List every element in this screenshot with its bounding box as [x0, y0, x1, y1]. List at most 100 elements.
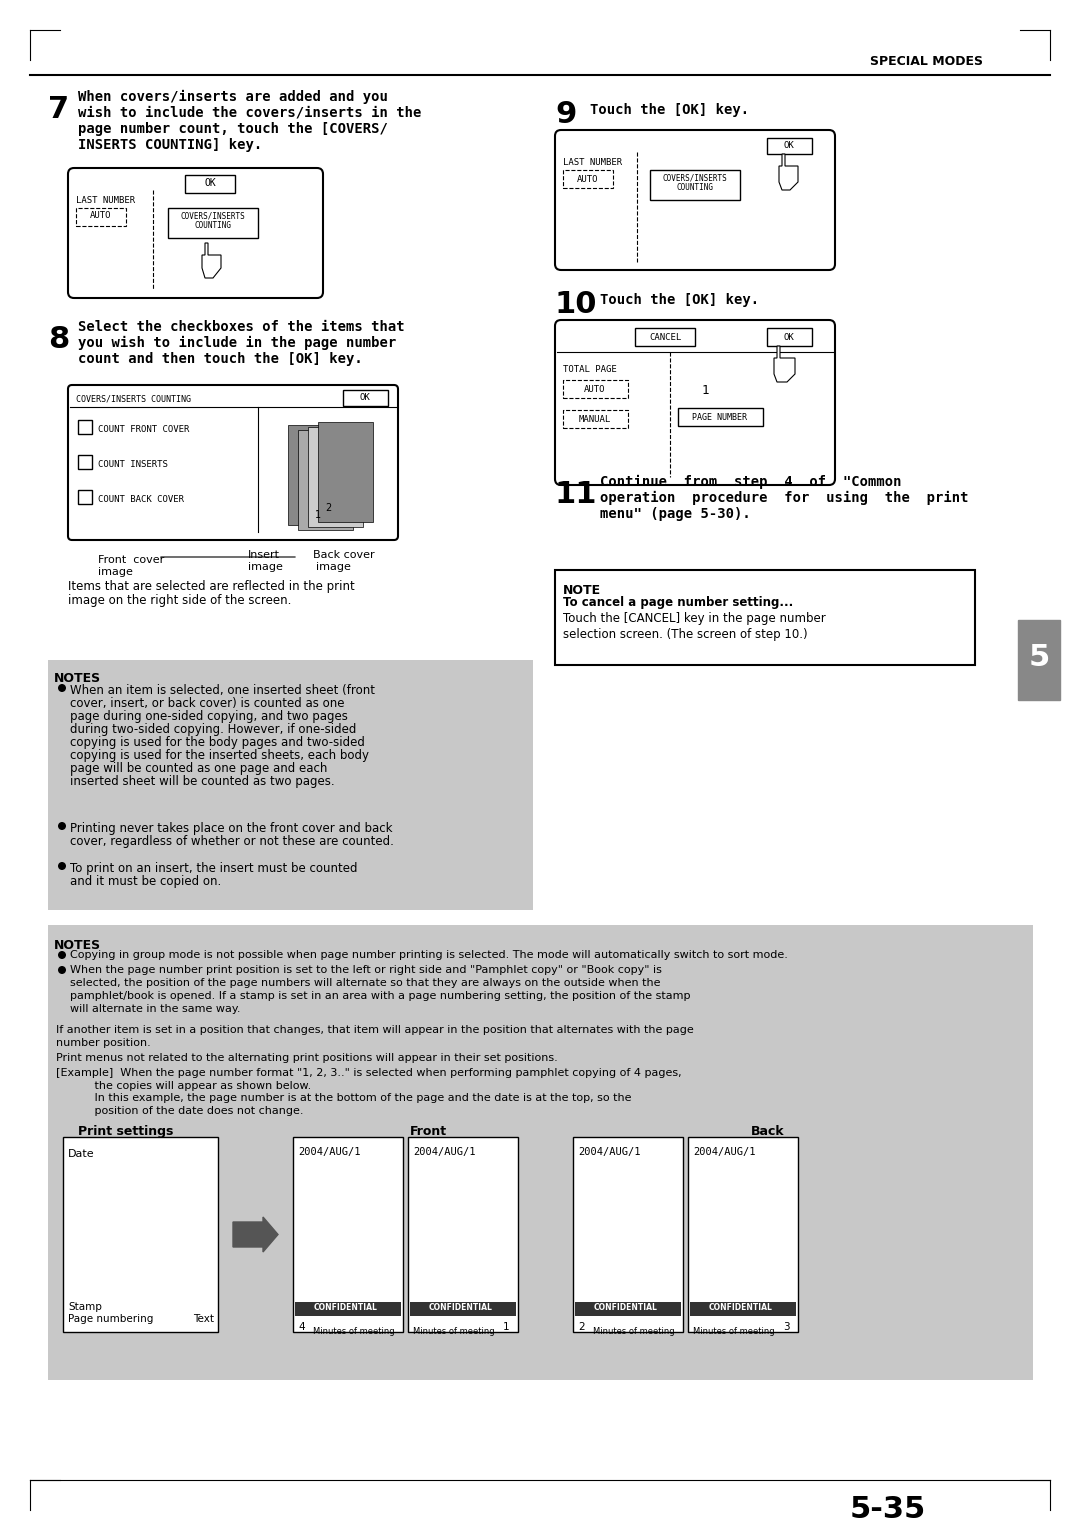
- Circle shape: [58, 862, 66, 870]
- Bar: [563, 170, 613, 189]
- Text: Select the checkboxes of the items that: Select the checkboxes of the items that: [78, 319, 405, 335]
- Text: page number count, touch the [COVERS/: page number count, touch the [COVERS/: [78, 122, 388, 135]
- Text: OK: OK: [784, 141, 795, 151]
- Text: during two-sided copying. However, if one-sided: during two-sided copying. However, if on…: [70, 722, 356, 736]
- Text: Stamp: Stamp: [68, 1302, 102, 1313]
- FancyBboxPatch shape: [555, 129, 835, 271]
- Text: OK: OK: [784, 333, 795, 342]
- Polygon shape: [202, 243, 221, 278]
- Text: CONFIDENTIAL: CONFIDENTIAL: [710, 1303, 773, 1313]
- Circle shape: [58, 684, 66, 692]
- Text: SPECIAL MODES: SPECIAL MODES: [870, 55, 983, 68]
- Text: 11: 11: [555, 481, 597, 510]
- Text: 4: 4: [298, 1322, 305, 1332]
- Text: COUNT FRONT COVER: COUNT FRONT COVER: [98, 424, 189, 433]
- Bar: [563, 380, 627, 399]
- Circle shape: [58, 821, 66, 830]
- Text: COUNTING: COUNTING: [676, 184, 714, 193]
- Bar: [555, 570, 975, 665]
- Text: COUNTING: COUNTING: [194, 222, 231, 231]
- Text: [Example]  When the page number format "1, 2, 3.." is selected when performing p: [Example] When the page number format "1…: [56, 1068, 681, 1078]
- Text: pamphlet/book is opened. If a stamp is set in an area with a page numbering sett: pamphlet/book is opened. If a stamp is s…: [70, 992, 690, 1001]
- FancyBboxPatch shape: [555, 319, 835, 485]
- Text: count and then touch the [OK] key.: count and then touch the [OK] key.: [78, 351, 363, 367]
- FancyArrow shape: [233, 1217, 278, 1252]
- FancyBboxPatch shape: [68, 385, 399, 540]
- Text: COVERS/INSERTS COUNTING: COVERS/INSERTS COUNTING: [76, 395, 191, 405]
- Text: inserted sheet will be counted as two pages.: inserted sheet will be counted as two pa…: [70, 776, 335, 788]
- Text: operation  procedure  for  using  the  print: operation procedure for using the print: [600, 491, 969, 505]
- Text: copying is used for the body pages and two-sided: copying is used for the body pages and t…: [70, 736, 365, 748]
- Bar: [690, 1302, 796, 1316]
- Text: LAST NUMBER: LAST NUMBER: [76, 196, 135, 205]
- Text: will alternate in the same way.: will alternate in the same way.: [70, 1004, 241, 1015]
- Bar: [168, 208, 258, 237]
- Text: image: image: [248, 561, 283, 572]
- Text: 8: 8: [48, 325, 69, 354]
- Text: TOTAL PAGE: TOTAL PAGE: [563, 365, 617, 374]
- Text: To print on an insert, the insert must be counted: To print on an insert, the insert must b…: [70, 862, 357, 875]
- Text: 5: 5: [1028, 643, 1050, 672]
- Bar: [298, 430, 353, 529]
- Text: 2004/AUG/1: 2004/AUG/1: [693, 1147, 756, 1157]
- Text: 2: 2: [578, 1322, 584, 1332]
- Bar: [410, 1302, 516, 1316]
- Text: To cancel a page number setting...: To cancel a page number setting...: [563, 596, 793, 608]
- Text: Minutes of meeting: Minutes of meeting: [413, 1326, 495, 1335]
- Bar: [767, 329, 812, 345]
- Text: When the page number print position is set to the left or right side and "Pamphl: When the page number print position is s…: [70, 964, 662, 975]
- Text: 2004/AUG/1: 2004/AUG/1: [578, 1147, 640, 1157]
- Text: COUNT INSERTS: COUNT INSERTS: [98, 459, 167, 468]
- Bar: [318, 421, 373, 522]
- Text: Front: Front: [409, 1126, 446, 1138]
- Bar: [767, 138, 812, 154]
- Text: 1: 1: [315, 510, 321, 520]
- Text: cover, regardless of whether or not these are counted.: cover, regardless of whether or not thes…: [70, 835, 394, 849]
- Text: 1: 1: [701, 383, 708, 397]
- Text: In this example, the page number is at the bottom of the page and the date is at: In this example, the page number is at t…: [56, 1094, 632, 1103]
- Text: 2: 2: [325, 503, 332, 513]
- Text: Back: Back: [752, 1126, 785, 1138]
- Text: CONFIDENTIAL: CONFIDENTIAL: [429, 1303, 492, 1313]
- Text: selected, the position of the page numbers will alternate so that they are alway: selected, the position of the page numbe…: [70, 978, 661, 989]
- Text: 5-35: 5-35: [850, 1495, 927, 1521]
- FancyBboxPatch shape: [68, 167, 323, 298]
- Text: Items that are selected are reflected in the print: Items that are selected are reflected in…: [68, 580, 354, 593]
- Text: menu" (page 5-30).: menu" (page 5-30).: [600, 506, 751, 522]
- Text: NOTES: NOTES: [54, 938, 102, 952]
- Text: wish to include the covers/inserts in the: wish to include the covers/inserts in th…: [78, 106, 421, 120]
- Bar: [63, 1138, 218, 1332]
- Text: Continue  from  step  4  of  "Common: Continue from step 4 of "Common: [600, 475, 902, 490]
- Text: and it must be copied on.: and it must be copied on.: [70, 875, 221, 888]
- Text: NOTES: NOTES: [54, 672, 102, 684]
- Bar: [76, 208, 126, 227]
- Text: LAST NUMBER: LAST NUMBER: [563, 158, 622, 167]
- Text: Page numbering: Page numbering: [68, 1314, 153, 1323]
- Text: number position.: number position.: [56, 1037, 151, 1048]
- Text: OK: OK: [360, 392, 370, 402]
- Text: Printing never takes place on the front cover and back: Printing never takes place on the front …: [70, 821, 392, 835]
- Text: 9: 9: [555, 100, 577, 129]
- Text: COUNT BACK COVER: COUNT BACK COVER: [98, 494, 184, 503]
- Bar: [185, 175, 235, 193]
- Text: Back cover: Back cover: [313, 551, 375, 560]
- Text: 7: 7: [48, 94, 69, 125]
- Text: 3: 3: [783, 1322, 789, 1332]
- Text: COVERS/INSERTS: COVERS/INSERTS: [663, 173, 727, 183]
- Bar: [678, 408, 762, 426]
- Bar: [635, 329, 696, 345]
- Text: Copying in group mode is not possible when page number printing is selected. The: Copying in group mode is not possible wh…: [70, 951, 788, 960]
- Text: COVERS/INSERTS: COVERS/INSERTS: [180, 211, 245, 221]
- Text: Insert: Insert: [248, 551, 280, 560]
- Text: page will be counted as one page and each: page will be counted as one page and eac…: [70, 762, 327, 776]
- Bar: [573, 1138, 683, 1332]
- Bar: [688, 1138, 798, 1332]
- Text: Touch the [CANCEL] key in the page number: Touch the [CANCEL] key in the page numbe…: [563, 611, 826, 625]
- Bar: [408, 1138, 518, 1332]
- Text: CONFIDENTIAL: CONFIDENTIAL: [314, 1303, 378, 1313]
- Text: Minutes of meeting: Minutes of meeting: [693, 1326, 774, 1335]
- Bar: [48, 660, 534, 910]
- Text: Print menus not related to the alternating print positions will appear in their : Print menus not related to the alternati…: [56, 1053, 557, 1063]
- Text: AUTO: AUTO: [577, 175, 598, 184]
- Bar: [575, 1302, 681, 1316]
